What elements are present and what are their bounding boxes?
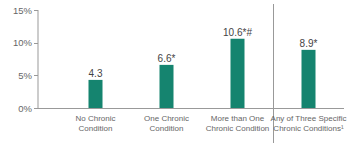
- x-tick-label: No ChronicCondition: [75, 114, 115, 133]
- y-tick-label: 5%: [18, 70, 32, 81]
- y-axis-line: [38, 10, 39, 108]
- y-tick: [34, 75, 38, 76]
- x-axis-line: [38, 108, 344, 109]
- bar: [89, 80, 103, 108]
- x-tick-label: More than OneChronic Condition: [206, 114, 270, 133]
- data-label: 8.9*: [300, 38, 318, 49]
- x-tick-label: Any of Three SpecificChronic Conditions¹: [271, 114, 347, 133]
- y-tick: [34, 10, 38, 11]
- data-label: 4.3: [89, 68, 103, 79]
- data-label: 10.6*#: [223, 27, 252, 38]
- chart-container: 0% 5% 10% 15% 4.3 6.6* 10.6*# 8.9* No ChronicCon…: [0, 0, 350, 145]
- bar: [231, 39, 245, 108]
- data-label: 6.6*: [158, 53, 176, 64]
- y-tick: [34, 43, 38, 44]
- bar: [302, 50, 316, 108]
- y-tick-label: 0%: [18, 103, 32, 114]
- y-tick-label: 15%: [13, 5, 33, 16]
- bars: [89, 39, 316, 108]
- y-tick-label: 10%: [13, 37, 33, 48]
- chart: 0% 5% 10% 15% 4.3 6.6* 10.6*# 8.9* No ChronicCon…: [0, 0, 350, 145]
- y-tick: [34, 108, 38, 109]
- bar: [160, 65, 174, 108]
- x-tick-label: One ChronicCondition: [144, 114, 189, 133]
